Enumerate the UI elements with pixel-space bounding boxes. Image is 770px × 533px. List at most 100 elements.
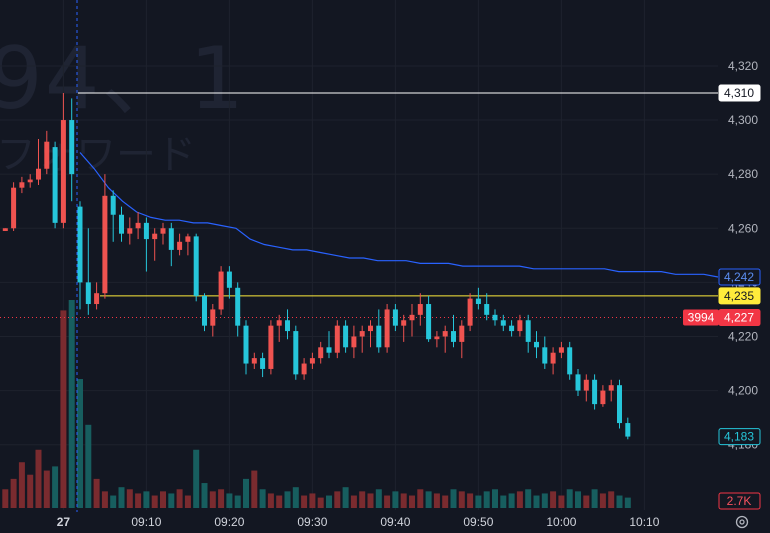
volume-bar — [243, 478, 249, 508]
volume-bar — [400, 493, 407, 508]
candle-body[interactable] — [77, 206, 83, 283]
candle-body[interactable] — [102, 195, 108, 294]
chart-settings-gear-icon[interactable] — [734, 514, 750, 530]
candle-body[interactable] — [558, 347, 564, 353]
candle-body[interactable] — [351, 336, 357, 348]
candle-body[interactable] — [625, 423, 631, 437]
candle-body[interactable] — [19, 182, 25, 188]
candle-body[interactable] — [334, 325, 340, 353]
candle-body[interactable] — [251, 358, 257, 364]
candle-body[interactable] — [243, 325, 249, 364]
candle-body[interactable] — [119, 214, 124, 234]
candle-body[interactable] — [426, 304, 432, 340]
x-axis-time-label: 09:10 — [131, 515, 161, 529]
volume-bar — [126, 489, 133, 508]
candle-body[interactable] — [27, 179, 33, 183]
candle-body[interactable] — [509, 325, 515, 332]
candle-body[interactable] — [409, 314, 415, 321]
candle-body[interactable] — [376, 325, 382, 348]
candle-body[interactable] — [11, 187, 17, 229]
volume-bar — [467, 493, 474, 508]
volume-bar — [575, 491, 581, 508]
candle-body[interactable] — [226, 271, 232, 288]
volume-bar — [234, 495, 241, 508]
candle-body[interactable] — [359, 331, 365, 337]
candle-body[interactable] — [52, 147, 58, 223]
candle-body[interactable] — [525, 320, 531, 342]
candle-body[interactable] — [567, 347, 573, 375]
candle-body[interactable] — [309, 358, 315, 364]
candle-body[interactable] — [368, 325, 373, 332]
candle-body[interactable] — [343, 325, 349, 348]
candle-body[interactable] — [517, 320, 523, 332]
candle-body[interactable] — [160, 228, 166, 234]
candle-body[interactable] — [417, 304, 423, 315]
high-level-tag-box — [718, 84, 761, 102]
candle-body[interactable] — [285, 320, 290, 332]
candle-body[interactable] — [600, 390, 606, 405]
vwap-level-tag: 4,242 — [724, 270, 754, 284]
candle-body[interactable] — [235, 287, 241, 326]
y-axis-tick-label: 4,200 — [728, 384, 758, 398]
candle-body[interactable] — [442, 331, 448, 337]
candle-body[interactable] — [608, 385, 614, 391]
volume-bar — [35, 449, 42, 508]
candle-body[interactable] — [318, 347, 324, 359]
candle-body[interactable] — [60, 120, 66, 223]
candle-body[interactable] — [168, 228, 174, 250]
volume-bar — [533, 495, 540, 508]
candle-body[interactable] — [451, 331, 456, 342]
candle-body[interactable] — [193, 236, 199, 296]
candle-body[interactable] — [293, 331, 299, 375]
volume-bar — [541, 493, 548, 508]
candle-body[interactable] — [44, 141, 50, 169]
volume-bar — [77, 379, 83, 508]
candle-body[interactable] — [550, 352, 556, 364]
candle-body[interactable] — [392, 309, 398, 326]
candle-body[interactable] — [542, 347, 548, 364]
x-axis-time-label: 10:00 — [546, 515, 576, 529]
x-axis-time-label: 09:50 — [463, 515, 493, 529]
candle-body[interactable] — [94, 293, 100, 305]
candle-body[interactable] — [467, 298, 473, 326]
candle-body[interactable] — [143, 222, 149, 240]
candle-body[interactable] — [2, 228, 8, 231]
candle-body[interactable] — [583, 379, 589, 391]
volume-bar — [583, 495, 590, 508]
candle-body[interactable] — [492, 314, 498, 321]
candle-body[interactable] — [85, 282, 91, 305]
volume-bar — [151, 495, 158, 508]
candle-body[interactable] — [177, 241, 183, 250]
volume-bar — [160, 491, 166, 508]
candle-body[interactable] — [575, 374, 581, 391]
candle-body[interactable] — [617, 385, 622, 424]
candle-body[interactable] — [534, 341, 539, 348]
candle-body[interactable] — [301, 363, 307, 375]
candle-body[interactable] — [218, 271, 224, 310]
candle-body[interactable] — [276, 320, 282, 326]
candle-body[interactable] — [210, 309, 216, 326]
candle-body[interactable] — [401, 320, 407, 326]
candle-body[interactable] — [459, 325, 465, 342]
candle-body[interactable] — [36, 168, 41, 180]
candle-body[interactable] — [185, 236, 191, 242]
y-axis-tick-label: 4,300 — [728, 113, 758, 127]
candle-body[interactable] — [152, 233, 158, 240]
candle-body[interactable] — [592, 379, 598, 405]
x-axis-time-label: 09:20 — [214, 515, 244, 529]
candle-body[interactable] — [260, 358, 266, 369]
candle-body[interactable] — [127, 228, 133, 234]
candle-body[interactable] — [326, 347, 332, 353]
candle-body[interactable] — [135, 222, 141, 229]
volume-bar — [417, 489, 424, 508]
candle-body[interactable] — [202, 295, 207, 326]
candle-body[interactable] — [110, 195, 116, 215]
candle-body[interactable] — [268, 325, 274, 369]
candle-body[interactable] — [434, 336, 440, 340]
candle-body[interactable] — [69, 120, 75, 175]
candle-body[interactable] — [484, 304, 490, 315]
candle-body[interactable] — [500, 320, 506, 326]
candle-body[interactable] — [475, 298, 481, 305]
candle-body[interactable] — [384, 309, 390, 348]
